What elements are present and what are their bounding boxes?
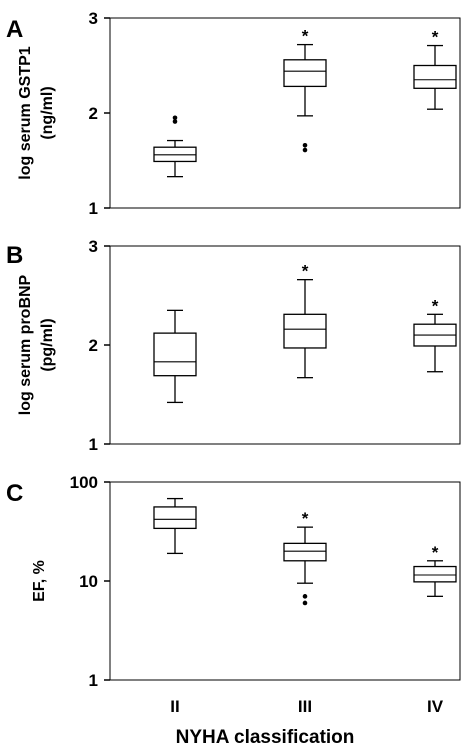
panel-letter: C — [6, 480, 23, 507]
y-tick-label: 2 — [89, 104, 98, 123]
significance-marker: * — [432, 28, 439, 47]
box-iqr — [153, 332, 197, 377]
y-tick-label: 3 — [89, 9, 98, 28]
significance-marker: * — [302, 27, 309, 46]
significance-marker: * — [432, 296, 439, 315]
box-iqr — [153, 506, 197, 530]
box-iqr — [413, 565, 457, 583]
y-tick-label: 2 — [89, 336, 98, 355]
significance-marker: * — [302, 262, 309, 281]
outlier-point — [302, 143, 308, 148]
outlier-point — [172, 119, 178, 124]
x-tick-label-iv: IV — [427, 697, 444, 716]
plot-frame — [109, 17, 461, 209]
x-axis-label: NYHA classification — [176, 727, 355, 748]
panels: A 1 2 3 log serum GSTP1 (ng/ml) * * B 1 2 3 log seru… — [6, 9, 461, 690]
panel-c: C 1 10 100 EF, % * * — [6, 473, 461, 690]
box-iqr — [283, 59, 327, 88]
y-tick-label: 100 — [70, 473, 98, 492]
y-tick-label: 10 — [79, 572, 98, 591]
panel-a: A 1 2 3 log serum GSTP1 (ng/ml) * * — [6, 9, 461, 218]
box-iqr — [413, 64, 457, 89]
box-iqr — [283, 313, 327, 349]
panel-letter: B — [6, 242, 23, 269]
y-tick-label: 1 — [89, 435, 98, 454]
y-axis-label: log serum GSTP1 — [17, 46, 34, 179]
outlier-point — [302, 147, 308, 153]
x-tick-label-iii: III — [298, 697, 312, 716]
y-axis-label: (ng/ml) — [39, 86, 56, 139]
box-ii — [153, 497, 197, 555]
significance-marker: * — [432, 543, 439, 562]
y-axis-label: log serum proBNP — [17, 274, 34, 415]
significance-marker: * — [302, 509, 309, 528]
outlier-point — [302, 600, 308, 606]
box-ii — [153, 309, 197, 404]
outlier-point — [172, 115, 178, 121]
x-tick-label-ii: II — [170, 697, 179, 716]
y-tick-label: 1 — [89, 199, 98, 218]
panel-letter: A — [6, 16, 23, 43]
box-iii: * — [283, 262, 327, 379]
box-iii: * — [283, 27, 327, 153]
y-tick-label: 3 — [89, 237, 98, 256]
box-iv: * — [413, 543, 457, 597]
y-axis-label: (pg/ml) — [39, 318, 56, 371]
outlier-point — [302, 594, 308, 599]
panel-b: B 1 2 3 log serum proBNP (pg/ml) * * — [6, 237, 461, 454]
box-iqr — [283, 542, 327, 562]
y-tick-label: 1 — [89, 671, 98, 690]
box-ii — [153, 115, 197, 178]
box-iv: * — [413, 28, 457, 110]
box-iv: * — [413, 296, 457, 373]
box-iii: * — [283, 509, 327, 606]
y-axis-label: EF, % — [31, 560, 48, 602]
